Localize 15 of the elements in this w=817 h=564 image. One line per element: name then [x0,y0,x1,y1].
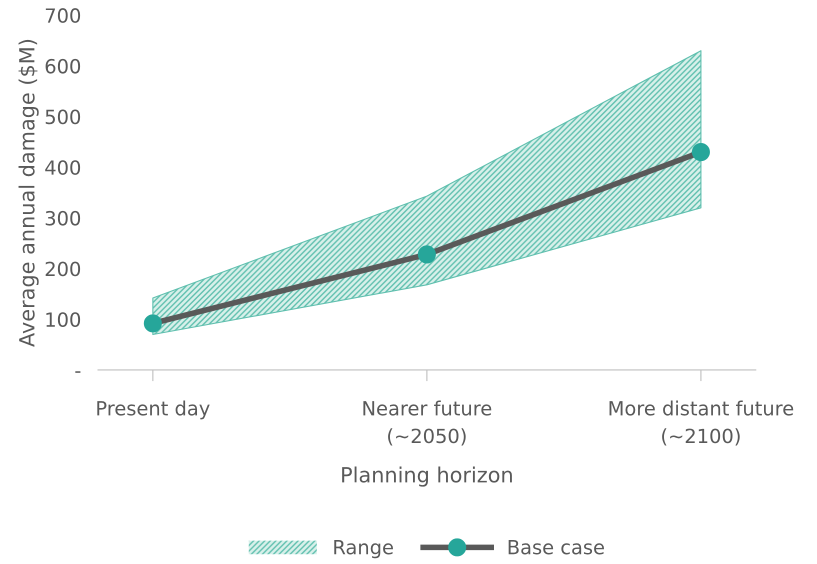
x-tick-label: More distant future (~2100) [610,400,794,446]
legend-label: Base case [508,540,604,554]
y-tick-label: 200 [46,262,80,276]
y-tick-label: 400 [45,160,80,175]
y-tick-label: 700 [46,8,80,23]
legend-label: Range [334,540,393,558]
x-tick-label: Present day [97,400,210,420]
y-tick-label: 500 [46,110,80,124]
y-tick-label: - [75,371,80,373]
y-axis-title: Average annual damage ($M) [18,40,39,347]
x-axis-title: Planning horizon [342,466,512,487]
y-tick-label: 100 [46,312,80,327]
y-tick-label: 300 [46,210,80,226]
y-tick-label: 600 [46,58,80,74]
x-tick-label: Nearer future (~2050) [363,400,492,446]
